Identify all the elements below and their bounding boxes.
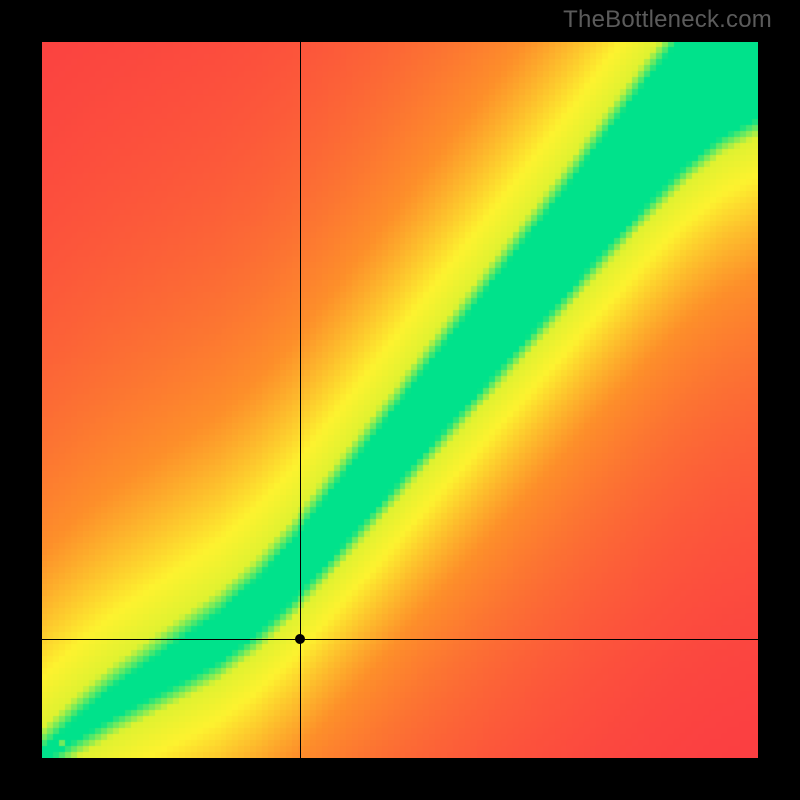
crosshair-horizontal <box>42 639 758 640</box>
bottleneck-heatmap <box>42 42 758 758</box>
marker-dot <box>295 634 305 644</box>
watermark-text: TheBottleneck.com <box>563 6 772 34</box>
chart-container: TheBottleneck.com <box>0 0 800 800</box>
crosshair-vertical <box>300 42 301 758</box>
